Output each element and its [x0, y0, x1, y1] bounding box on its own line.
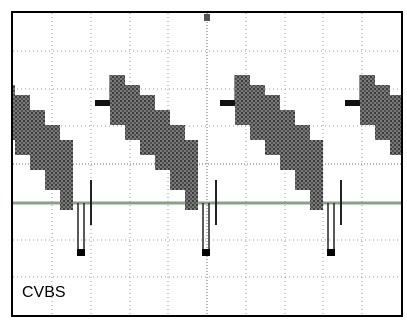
oscilloscope-screen: CVBS: [0, 0, 407, 327]
signal-label: CVBS: [22, 284, 66, 301]
page: {"screen": {"label": "CVBS"}}: [0, 0, 407, 327]
